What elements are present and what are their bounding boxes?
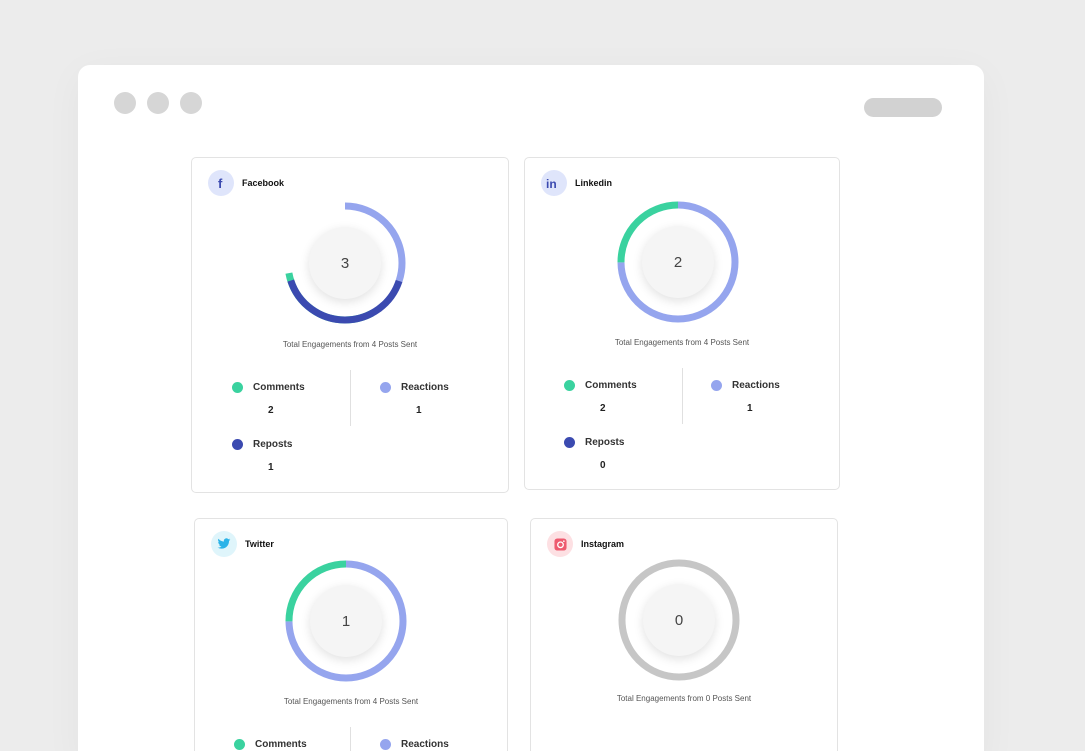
stat-label: Comments [253, 382, 305, 393]
window-menu-pill[interactable] [864, 98, 942, 117]
stat-label: Reposts [253, 439, 293, 450]
donut-segment-comments [617, 201, 739, 323]
stat-label: Reactions [401, 382, 449, 393]
window-dot-minimize[interactable] [147, 92, 169, 114]
stats-divider [350, 370, 351, 426]
donut-total: 1 [310, 585, 382, 657]
stat-reposts: Reposts 1 [232, 439, 342, 473]
twitter-icon [211, 531, 237, 557]
stat-comments: Comments 2 [564, 380, 674, 414]
window-controls [114, 92, 202, 114]
card-header: in Linkedin [541, 170, 612, 196]
engagement-donut: 3 [283, 201, 407, 325]
stat-label: Reactions [401, 739, 449, 750]
stat-value: 1 [268, 462, 274, 473]
donut-segment-comments [285, 560, 407, 682]
stats-divider [682, 368, 683, 424]
stat-value: 1 [747, 403, 753, 414]
stat-label: Comments [585, 380, 637, 391]
twitter-card: Twitter 1 Total Engagements from 4 Posts… [194, 518, 508, 751]
reposts-legend-dot [564, 437, 575, 448]
platform-name: Linkedin [575, 178, 613, 188]
stat-reactions: Reactions [380, 739, 490, 750]
stat-label: Reposts [585, 437, 625, 448]
donut-total: 3 [309, 227, 381, 299]
linkedin-icon: in [541, 170, 567, 196]
donut-segment-reactions [284, 202, 406, 324]
svg-text:in: in [546, 177, 557, 190]
linkedin-card: in Linkedin 2 Total Engagements from 4 P… [524, 157, 840, 490]
donut-total: 2 [642, 226, 714, 298]
reactions-legend-dot [380, 739, 391, 750]
donut-total: 0 [643, 584, 715, 656]
donut-segment-reposts [284, 202, 406, 324]
engagement-caption: Total Engagements from 4 Posts Sent [282, 340, 418, 349]
comments-legend-dot [234, 739, 245, 750]
engagement-donut: 1 [284, 559, 408, 683]
instagram-icon [547, 531, 573, 557]
card-header: f Facebook [208, 170, 284, 196]
comments-legend-dot [232, 382, 243, 393]
instagram-card: Instagram 0 Total Engagements from 0 Pos… [530, 518, 838, 751]
engagement-caption: Total Engagements from 4 Posts Sent [283, 697, 419, 706]
platform-name: Facebook [242, 178, 285, 188]
platform-name: Twitter [245, 539, 274, 549]
comments-legend-dot [564, 380, 575, 391]
stat-value: 0 [600, 460, 606, 471]
stat-reactions: Reactions 1 [711, 380, 821, 414]
stat-label: Comments [255, 739, 307, 750]
stats-divider [350, 727, 351, 751]
facebook-card: f Facebook 3 Total Engagements from 4 Po… [191, 157, 509, 493]
window-dot-maximize[interactable] [180, 92, 202, 114]
donut-segment-empty [618, 559, 740, 681]
stat-value: 2 [600, 403, 606, 414]
facebook-icon: f [208, 170, 234, 196]
stat-reposts: Reposts 0 [564, 437, 674, 471]
stat-comments: Comments [234, 739, 344, 750]
engagement-donut: 2 [616, 200, 740, 324]
stat-reactions: Reactions 1 [380, 382, 490, 416]
engagement-donut: 0 [617, 558, 741, 682]
stat-value: 1 [416, 405, 422, 416]
window-dot-close[interactable] [114, 92, 136, 114]
stat-comments: Comments 2 [232, 382, 342, 416]
stat-label: Reactions [732, 380, 780, 391]
reposts-legend-dot [232, 439, 243, 450]
engagement-caption: Total Engagements from 0 Posts Sent [616, 694, 752, 703]
engagement-caption: Total Engagements from 4 Posts Sent [614, 338, 750, 347]
stat-value: 2 [268, 405, 274, 416]
card-header: Twitter [211, 531, 274, 557]
app-window: f Facebook 3 Total Engagements from 4 Po… [78, 65, 984, 751]
svg-text:f: f [218, 176, 223, 190]
reactions-legend-dot [711, 380, 722, 391]
platform-name: Instagram [581, 539, 625, 549]
reactions-legend-dot [380, 382, 391, 393]
card-header: Instagram [547, 531, 624, 557]
